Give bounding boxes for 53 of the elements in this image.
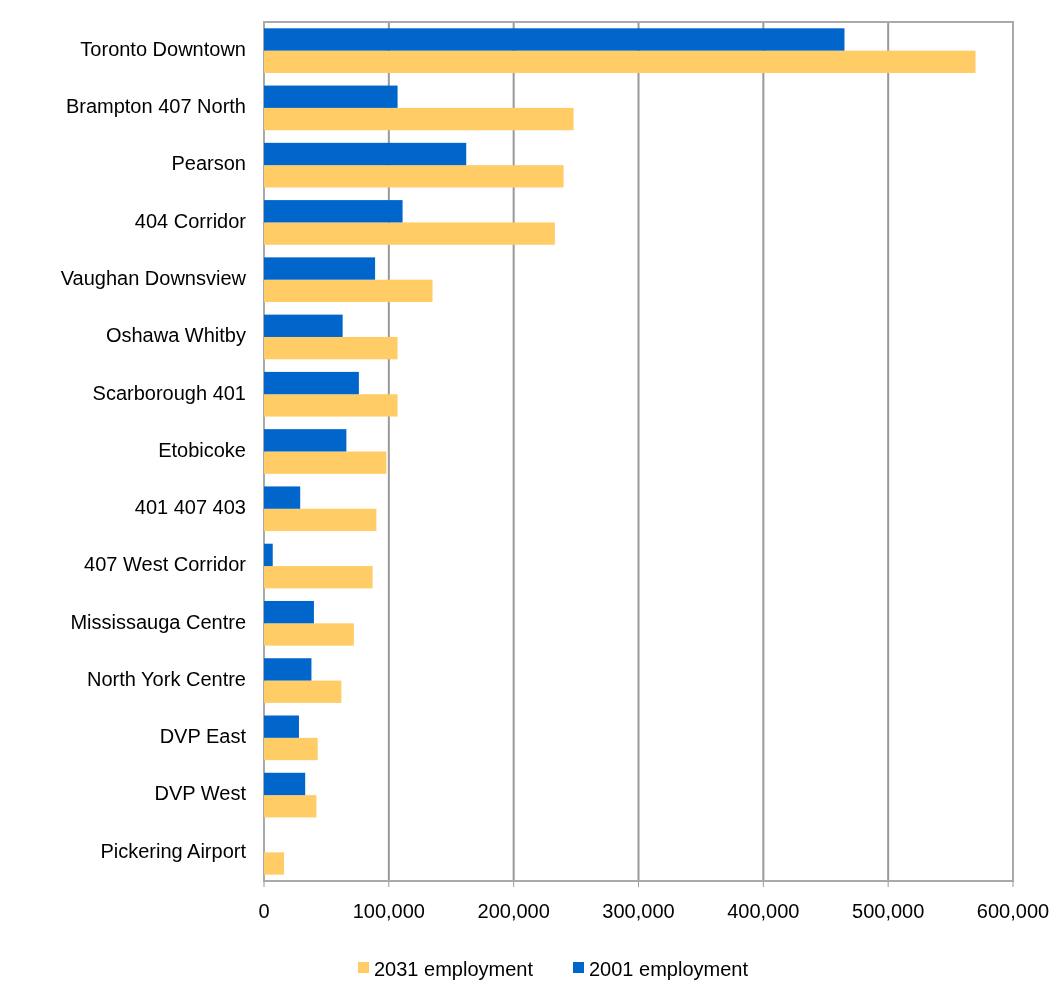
bar bbox=[264, 200, 403, 223]
y-tick-label: DVP East bbox=[159, 725, 247, 748]
bar bbox=[264, 737, 318, 761]
bar bbox=[264, 314, 343, 337]
bar bbox=[264, 371, 359, 395]
x-tick-label: 600,000 bbox=[976, 900, 1050, 922]
y-tick-label: Pickering Airport bbox=[100, 839, 247, 862]
bar bbox=[264, 543, 273, 567]
y-tick-label: Scarborough 401 bbox=[92, 381, 246, 404]
bar bbox=[264, 600, 314, 624]
bar bbox=[264, 279, 433, 303]
bar bbox=[264, 222, 555, 245]
bar bbox=[264, 50, 976, 73]
x-tick-label: 400,000 bbox=[727, 900, 800, 922]
y-tick-label: Toronto Downtown bbox=[80, 37, 246, 60]
bar bbox=[264, 680, 342, 703]
y-tick-label: Vaughan Downsview bbox=[60, 266, 247, 289]
bar bbox=[264, 852, 284, 875]
bar bbox=[264, 623, 354, 646]
bar bbox=[264, 658, 312, 681]
bar bbox=[264, 257, 376, 280]
x-tick-label: 200,000 bbox=[477, 900, 550, 922]
bar bbox=[264, 165, 564, 188]
bar bbox=[264, 429, 347, 452]
y-tick-label: 407 West Corridor bbox=[84, 553, 247, 576]
x-tick-label: 300,000 bbox=[602, 900, 675, 922]
y-tick-label: 401 407 403 bbox=[134, 496, 246, 519]
legend-label: 2031 employment bbox=[374, 958, 534, 980]
bar bbox=[264, 142, 467, 166]
y-tick-label: DVP West bbox=[154, 782, 247, 805]
legend-label: 2001 employment bbox=[589, 958, 749, 980]
bar bbox=[264, 85, 398, 108]
x-tick-label: 100,000 bbox=[352, 900, 425, 922]
bar bbox=[264, 715, 299, 738]
x-tick-label: 500,000 bbox=[852, 900, 925, 922]
x-tick-label: 0 bbox=[258, 900, 270, 922]
bar bbox=[264, 394, 398, 417]
bar bbox=[264, 28, 845, 51]
y-tick-label: Mississauga Centre bbox=[70, 610, 246, 633]
y-tick-label: Etobicoke bbox=[158, 438, 246, 461]
bar bbox=[264, 336, 398, 360]
bar bbox=[264, 795, 317, 818]
y-tick-label: Brampton 407 North bbox=[65, 95, 246, 118]
bar bbox=[264, 486, 301, 509]
bar bbox=[264, 772, 306, 796]
y-tick-label: Pearson bbox=[171, 152, 246, 175]
bar bbox=[264, 566, 373, 589]
y-tick-label: 404 Corridor bbox=[134, 209, 247, 232]
bar bbox=[264, 508, 377, 532]
y-tick-label: North York Centre bbox=[87, 667, 246, 690]
bar bbox=[264, 107, 574, 131]
y-tick-label: Oshawa Whitby bbox=[105, 324, 246, 347]
bar bbox=[264, 451, 387, 474]
